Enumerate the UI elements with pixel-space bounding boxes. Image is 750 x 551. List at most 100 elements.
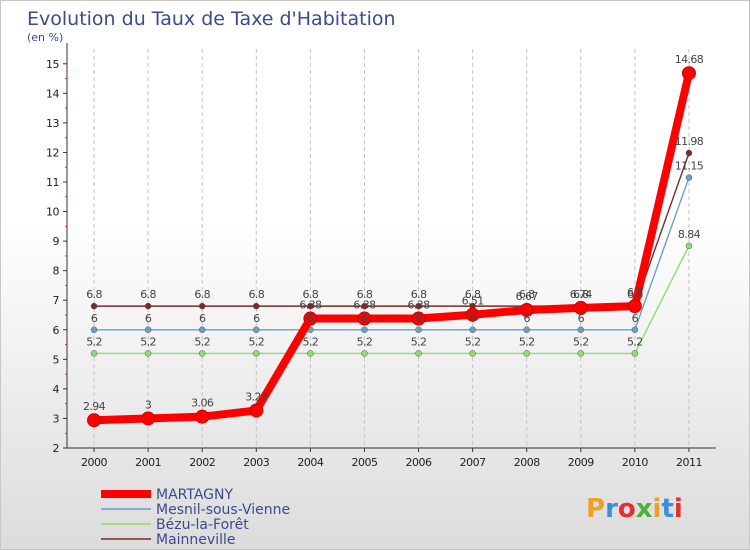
data-point bbox=[249, 403, 264, 418]
data-point bbox=[631, 350, 639, 357]
x-tick-label: 2001 bbox=[135, 456, 161, 469]
data-label: 5.2 bbox=[465, 335, 481, 348]
legend-label: Bézu-la-Forêt bbox=[156, 517, 249, 533]
legend-label: Mesnil-sous-Vienne bbox=[156, 502, 290, 518]
x-tick-label: 2009 bbox=[568, 456, 594, 469]
x-tick-label: 2000 bbox=[81, 456, 107, 469]
logo-letter: o bbox=[618, 494, 636, 524]
y-tick-label: 12 bbox=[46, 146, 59, 159]
data-label: 6 bbox=[469, 312, 476, 325]
data-point bbox=[519, 302, 534, 317]
proxiti-logo: Proxiti bbox=[586, 494, 683, 524]
data-point bbox=[577, 326, 585, 334]
data-point bbox=[253, 326, 260, 334]
label-layer: 6.8 6.8 6.8 6.8 6.8 6.8 6.8 6.8 6.8 6.8 6.811.986 6… bbox=[83, 53, 704, 413]
data-label: 5.2 bbox=[357, 335, 373, 348]
data-label: 2.94 bbox=[83, 400, 106, 413]
data-point bbox=[144, 302, 152, 310]
x-tick-label: 2005 bbox=[351, 456, 377, 469]
data-point bbox=[469, 326, 476, 334]
grid-layer bbox=[93, 49, 690, 448]
y-tick-label: 15 bbox=[46, 58, 59, 71]
y-tick-label: 6 bbox=[53, 324, 60, 337]
y-tick-label: 3 bbox=[53, 412, 60, 425]
data-point bbox=[144, 350, 152, 357]
data-point bbox=[361, 350, 368, 357]
data-label: 3.06 bbox=[191, 397, 214, 410]
legend-label: Mainneville bbox=[156, 532, 235, 548]
data-point bbox=[465, 307, 480, 322]
data-point bbox=[144, 326, 152, 334]
y-tick-label: 9 bbox=[53, 235, 60, 248]
data-point bbox=[141, 411, 156, 426]
data-label: 6 bbox=[524, 312, 531, 325]
data-label: 6.8 bbox=[627, 288, 643, 301]
data-label: 6 bbox=[145, 312, 152, 325]
data-point bbox=[307, 350, 314, 357]
data-point bbox=[685, 149, 693, 157]
data-point bbox=[411, 311, 426, 326]
data-point bbox=[577, 350, 585, 357]
y-tick-label: 14 bbox=[46, 87, 59, 100]
data-point bbox=[469, 350, 476, 357]
series-line bbox=[93, 152, 690, 307]
chart-title: Evolution du Taux de Taxe d'Habitation bbox=[27, 8, 396, 30]
x-tick-label: 2011 bbox=[676, 456, 702, 469]
x-tick-label: 2002 bbox=[189, 456, 215, 469]
data-point bbox=[523, 326, 530, 334]
data-point bbox=[685, 242, 693, 250]
series-line bbox=[93, 176, 690, 331]
data-label: 6 bbox=[578, 312, 585, 325]
data-point bbox=[357, 311, 372, 326]
data-label: 5.2 bbox=[303, 335, 319, 348]
y-tick-label: 4 bbox=[53, 383, 60, 396]
data-label: 5.2 bbox=[194, 335, 210, 348]
chart-subtitle: (en %) bbox=[27, 31, 63, 44]
logo-letter: i bbox=[653, 494, 662, 524]
data-point bbox=[681, 66, 696, 81]
y-tick-label: 5 bbox=[53, 353, 60, 366]
x-tick-label: 2010 bbox=[622, 456, 648, 469]
data-point bbox=[253, 350, 260, 357]
data-label: 6.8 bbox=[573, 288, 589, 301]
data-point bbox=[90, 350, 98, 357]
data-label: 5.2 bbox=[411, 335, 427, 348]
data-label: 5.2 bbox=[86, 335, 102, 348]
y-tick-label: 2 bbox=[53, 442, 60, 455]
data-label: 8.84 bbox=[678, 228, 701, 241]
data-point bbox=[523, 350, 530, 357]
data-point bbox=[253, 302, 260, 310]
y-tick-label: 7 bbox=[53, 294, 60, 307]
data-label: 11.15 bbox=[675, 160, 704, 173]
legend: MARTAGNYMesnil-sous-VienneBézu-la-ForêtM… bbox=[101, 487, 290, 548]
legend-label: MARTAGNY bbox=[156, 487, 233, 503]
data-label: 6 bbox=[307, 312, 314, 325]
data-label: 6.8 bbox=[194, 288, 210, 301]
data-label: 3 bbox=[145, 398, 152, 411]
y-tick-label: 13 bbox=[46, 117, 59, 130]
data-label: 6 bbox=[361, 312, 368, 325]
x-tick-label: 2007 bbox=[460, 456, 486, 469]
data-point bbox=[198, 302, 206, 310]
y-tick-label: 11 bbox=[46, 176, 59, 189]
x-tick-label: 2003 bbox=[243, 456, 269, 469]
logo-letter: t bbox=[661, 494, 673, 524]
data-point bbox=[90, 326, 98, 334]
y-tick-label: 8 bbox=[53, 265, 60, 278]
data-point bbox=[198, 350, 206, 357]
data-label: 6.8 bbox=[411, 288, 427, 301]
data-point bbox=[303, 311, 318, 326]
data-label: 6 bbox=[91, 312, 98, 325]
logo-letter: x bbox=[636, 494, 653, 524]
data-point bbox=[627, 299, 642, 314]
data-label: 6 bbox=[253, 312, 260, 325]
data-label: 6.8 bbox=[303, 288, 319, 301]
data-point bbox=[195, 409, 210, 424]
data-label: 5.2 bbox=[519, 335, 535, 348]
data-point bbox=[307, 302, 314, 310]
data-point bbox=[415, 350, 422, 357]
data-label: 6.8 bbox=[357, 288, 373, 301]
data-label: 6.38 bbox=[407, 299, 430, 312]
series-line bbox=[90, 69, 693, 425]
